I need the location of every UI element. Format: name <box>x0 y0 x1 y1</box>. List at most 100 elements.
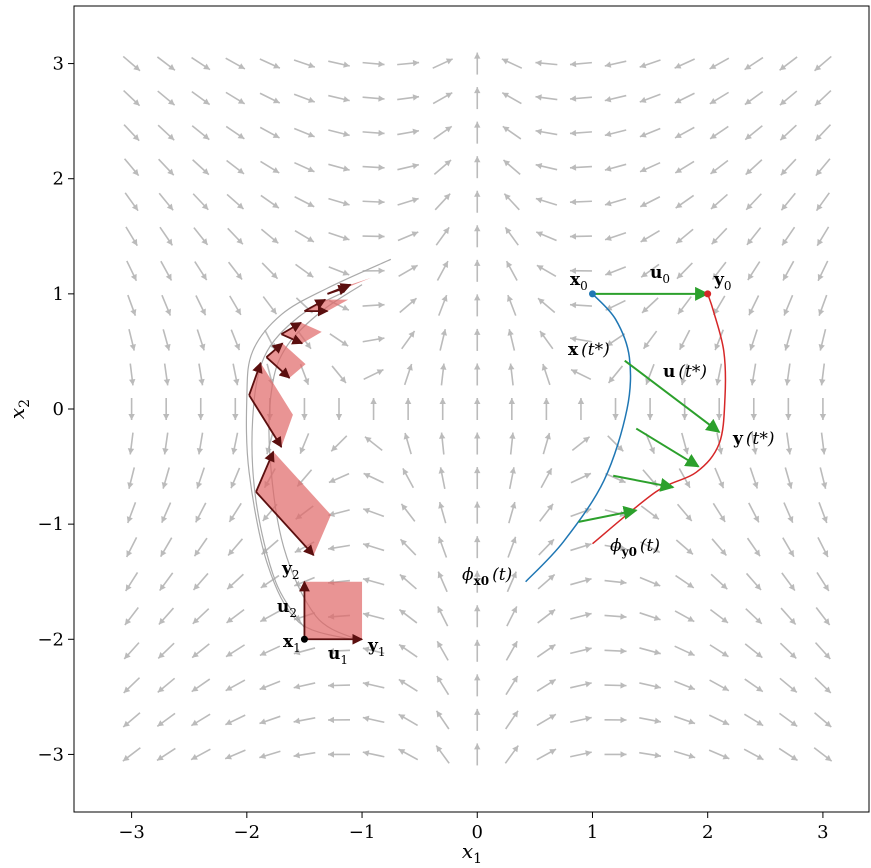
field-arrow <box>328 94 350 103</box>
x-tick: 0 <box>472 812 483 843</box>
field-arrow <box>474 432 481 455</box>
field-arrow <box>123 677 141 694</box>
field-arrow <box>159 572 174 592</box>
y-tick: −3 <box>37 744 74 765</box>
field-arrow <box>744 125 763 141</box>
field-arrow <box>612 398 619 420</box>
trajectory-phi-y0 <box>592 293 727 545</box>
field-arrow <box>570 577 592 586</box>
field-arrow <box>675 194 695 209</box>
field-arrow <box>607 435 624 452</box>
field-arrow <box>474 328 481 351</box>
field-arrow <box>295 263 314 278</box>
field-arrow <box>330 435 348 452</box>
field-arrow <box>362 507 385 518</box>
field-arrow <box>157 124 175 141</box>
field-arrow <box>293 127 315 138</box>
field-arrow <box>502 159 521 175</box>
field-arrow <box>711 227 728 245</box>
field-arrow <box>474 398 481 420</box>
field-arrow <box>162 432 169 455</box>
field-arrow <box>299 363 310 386</box>
field-arrow <box>505 640 518 661</box>
field-arrow <box>779 642 797 659</box>
field-arrow <box>569 60 592 68</box>
field-arrow <box>641 297 659 314</box>
field-arrow <box>259 610 280 623</box>
field-arrow <box>403 363 413 386</box>
field-arrow <box>751 432 758 455</box>
field-arrow <box>259 58 281 69</box>
field-arrow <box>639 612 661 621</box>
field-arrow <box>125 572 139 592</box>
field-arrow <box>123 642 140 660</box>
field-arrow <box>639 751 662 759</box>
field-arrow <box>675 574 695 589</box>
field-arrow <box>293 682 316 690</box>
field-arrow <box>227 227 244 245</box>
field-arrow <box>163 363 171 386</box>
field-arrow <box>397 231 419 242</box>
field-arrow <box>569 233 592 240</box>
field-arrow <box>328 129 350 137</box>
field-arrow <box>749 467 759 489</box>
x-tick: 3 <box>817 812 829 843</box>
label-x1: x1 <box>283 632 301 655</box>
field-arrow <box>364 436 383 451</box>
field-arrow <box>711 538 727 557</box>
field-arrow <box>604 751 627 758</box>
field-arrow <box>570 646 592 655</box>
field-arrow <box>535 59 558 67</box>
field-arrow <box>226 159 245 175</box>
field-arrow <box>708 714 730 726</box>
field-arrow <box>157 677 176 693</box>
field-arrow <box>362 129 385 137</box>
field-arrow <box>814 89 832 107</box>
field-arrow <box>474 259 481 282</box>
field-arrow <box>820 432 827 455</box>
field-arrow <box>437 606 449 627</box>
point-x0 <box>588 290 596 298</box>
field-arrow <box>709 608 729 624</box>
field-arrow <box>712 502 726 523</box>
field-arrow <box>294 161 315 173</box>
parallelogram <box>327 277 372 296</box>
field-arrow <box>782 537 795 558</box>
field-arrow <box>474 87 481 110</box>
field-arrow <box>474 225 481 248</box>
field-arrow <box>301 398 308 420</box>
displacement-arrow <box>635 427 700 468</box>
field-arrow <box>709 91 730 105</box>
y-tick-label: 2 <box>53 169 64 190</box>
field-arrow <box>570 368 592 381</box>
field-arrow <box>604 232 627 241</box>
field-arrow <box>161 294 172 316</box>
field-arrow <box>157 642 175 659</box>
field-arrow <box>399 297 418 314</box>
field-arrow <box>640 263 660 278</box>
field-arrow <box>123 158 140 177</box>
parallelograms <box>248 277 372 645</box>
field-arrow <box>605 472 626 484</box>
y-axis-label-group: x2 <box>5 399 33 419</box>
field-arrow <box>783 329 793 351</box>
field-arrow <box>327 751 351 758</box>
y-tick-label: −1 <box>37 514 64 535</box>
field-arrow <box>129 363 136 386</box>
field-arrow <box>675 539 694 555</box>
field-arrow <box>370 398 377 420</box>
field-arrow <box>570 542 592 552</box>
field-arrow <box>537 573 556 590</box>
y-tick: 1 <box>53 284 74 305</box>
field-arrow <box>780 158 797 176</box>
y-axis-label: x2 <box>5 399 33 419</box>
field-arrow <box>433 159 452 175</box>
field-arrow <box>781 226 796 246</box>
field-arrow <box>362 335 385 343</box>
label-x0: x0 <box>570 270 588 293</box>
field-arrow <box>329 333 349 347</box>
field-arrow <box>327 647 351 655</box>
field-arrow <box>438 294 448 316</box>
field-arrow <box>819 398 827 420</box>
field-arrow <box>639 59 661 69</box>
